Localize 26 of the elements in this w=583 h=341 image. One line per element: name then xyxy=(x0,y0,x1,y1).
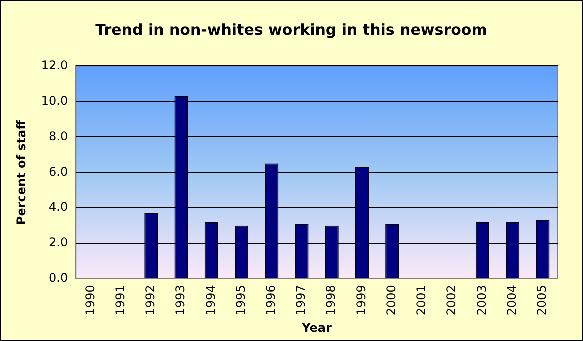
x-tick-label: 1996 xyxy=(264,285,278,316)
y-tick-label: 10.0 xyxy=(41,94,68,108)
y-tick-label: 12.0 xyxy=(41,58,68,72)
y-axis-title: Percent of staff xyxy=(14,120,28,226)
y-tick-label: 2.0 xyxy=(49,236,68,250)
x-tick-label: 2003 xyxy=(474,285,489,316)
x-tick-label: 1991 xyxy=(113,285,128,316)
x-tick-label: 2005 xyxy=(535,285,550,316)
x-tick-label: 1993 xyxy=(174,285,188,316)
x-tick-label: 2000 xyxy=(384,285,398,316)
y-tick-label: 4.0 xyxy=(49,200,68,214)
x-tick-label: 1990 xyxy=(83,285,98,316)
x-tick-label: 1992 xyxy=(144,285,158,316)
x-tick-label: 1995 xyxy=(234,285,248,316)
x-axis-title: Year xyxy=(301,320,332,335)
x-tick-label: 2002 xyxy=(444,285,459,316)
x-tick-label: 1998 xyxy=(324,285,338,316)
x-tick-label: 2004 xyxy=(504,285,519,316)
y-tick-label: 8.0 xyxy=(49,129,68,144)
x-tick-label: 1999 xyxy=(354,285,368,316)
x-tick-label: 2001 xyxy=(414,285,429,316)
y-tick-label: 6.0 xyxy=(49,164,68,179)
chart-title: Trend in non-whites working in this newsroom xyxy=(94,21,488,39)
x-tick-label: 1997 xyxy=(294,285,308,316)
x-tick-label: 1994 xyxy=(204,285,218,316)
y-tick-label: 0.0 xyxy=(49,271,68,286)
